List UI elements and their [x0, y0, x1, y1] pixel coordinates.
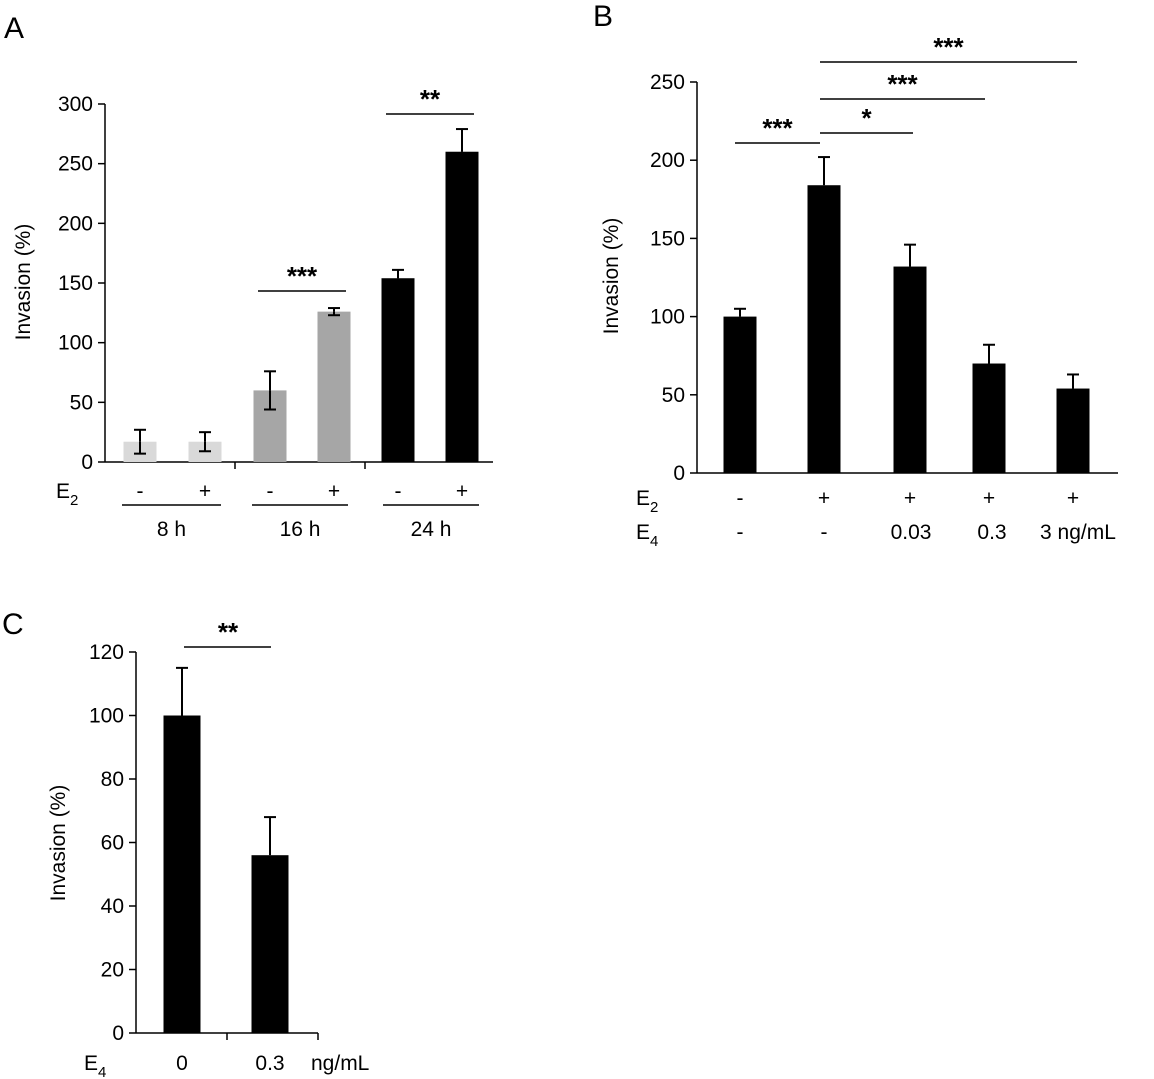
panel-c-y-axis-label: Invasion (%): [47, 785, 70, 902]
panel-a: A Invasion (%) 050100150200250300*****E2…: [4, 12, 493, 541]
panel-a-y-tick-label: 300: [58, 93, 93, 116]
panel-b-e2-label: +: [904, 487, 916, 510]
panel-b-e2-label: +: [818, 487, 830, 510]
panel-a-e2-label: -: [137, 480, 144, 503]
panel-c: C Invasion (%) 0 20 40 60 80 100 120 ** E4 0 0.3 ng…: [2, 608, 369, 1079]
panel-b-e2-label: +: [1067, 487, 1079, 510]
panel-c-unit-label: ng/mL: [311, 1052, 369, 1075]
panel-a-y-tick-label: 50: [70, 391, 93, 414]
panel-a-label: A: [4, 12, 24, 45]
panel-a-y-tick-label: 100: [58, 332, 93, 355]
panel-b-bar: [972, 363, 1006, 473]
panel-b-y-tick-label: 0: [673, 462, 685, 485]
panel-a-y-tick-label: 200: [58, 212, 93, 235]
panel-a-y-tick-label: 250: [58, 153, 93, 176]
panel-b-bar: [807, 185, 841, 473]
panel-a-group-label: 16 h: [280, 518, 321, 541]
panel-b-e2-label: -: [737, 487, 744, 510]
panel-a-bar: [381, 278, 415, 462]
panel-a-bar: [445, 151, 479, 462]
panel-c-y-tick-label: 100: [89, 705, 124, 728]
panel-b-significance-label: ***: [762, 113, 793, 143]
panel-c-bar: [163, 715, 201, 1033]
panel-a-y-axis-label: Invasion (%): [12, 224, 35, 341]
panel-b-e4-label: 3 ng/mL: [1040, 521, 1116, 544]
panel-b-bar: [1056, 388, 1090, 473]
panel-c-e4-label: 0: [176, 1052, 188, 1075]
panel-b-row-label-e2: E2: [636, 487, 658, 516]
panel-c-row-label: E4: [84, 1052, 106, 1079]
panel-a-e2-label: +: [456, 480, 468, 503]
panel-c-y-tick-label: 120: [89, 641, 124, 664]
panel-a-e2-label: -: [395, 480, 402, 503]
panel-b-e4-label: 0.03: [891, 521, 932, 544]
panel-b-y-axis-label: Invasion (%): [600, 218, 623, 335]
panel-b-row-label-e4: E4: [636, 521, 658, 550]
panel-a-row-label: E2: [56, 480, 78, 509]
panel-a-significance-label: **: [420, 84, 441, 114]
panel-a-bar: [317, 311, 351, 462]
panel-b-e4-label: -: [737, 521, 744, 544]
panel-c-y-tick-label: 0: [112, 1022, 124, 1045]
panel-c-significance-label: **: [218, 617, 239, 647]
panel-c-y-tick-label: 40: [101, 895, 124, 918]
panel-c-y-tick-label: 60: [101, 832, 124, 855]
panel-c-label: C: [2, 608, 24, 641]
panel-a-e2-label: +: [328, 480, 340, 503]
panel-b-e2-label: +: [983, 487, 995, 510]
panel-b-y-tick-label: 200: [650, 149, 685, 172]
panel-b-bar: [893, 266, 927, 473]
panel-c-e4-label: 0.3: [255, 1052, 284, 1075]
panel-b-e4-label: -: [821, 521, 828, 544]
panel-b-label: B: [593, 0, 613, 33]
panel-b-significance-label: *: [861, 103, 872, 133]
panel-c-bar: [251, 855, 289, 1033]
panel-a-e2-label: -: [267, 480, 274, 503]
panel-a-y-tick-label: 150: [58, 272, 93, 295]
panel-b-bar: [723, 316, 757, 473]
panel-a-significance-label: ***: [287, 261, 318, 291]
panel-b-y-tick-label: 50: [662, 384, 685, 407]
panel-b-y-tick-label: 100: [650, 306, 685, 329]
panel-c-y-tick-label: 20: [101, 959, 124, 982]
panel-b-y-tick-label: 250: [650, 71, 685, 94]
panel-a-group-label: 8 h: [157, 518, 186, 541]
panel-b-significance-label: ***: [887, 69, 918, 99]
panel-a-e2-label: +: [199, 480, 211, 503]
panel-b-y-tick-label: 150: [650, 227, 685, 250]
panel-b-e4-label: 0.3: [977, 521, 1006, 544]
panel-b-significance-label: ***: [933, 32, 964, 62]
panel-c-y-tick-label: 80: [101, 768, 124, 791]
panel-a-group-label: 24 h: [411, 518, 452, 541]
panel-a-y-tick-label: 0: [81, 451, 93, 474]
